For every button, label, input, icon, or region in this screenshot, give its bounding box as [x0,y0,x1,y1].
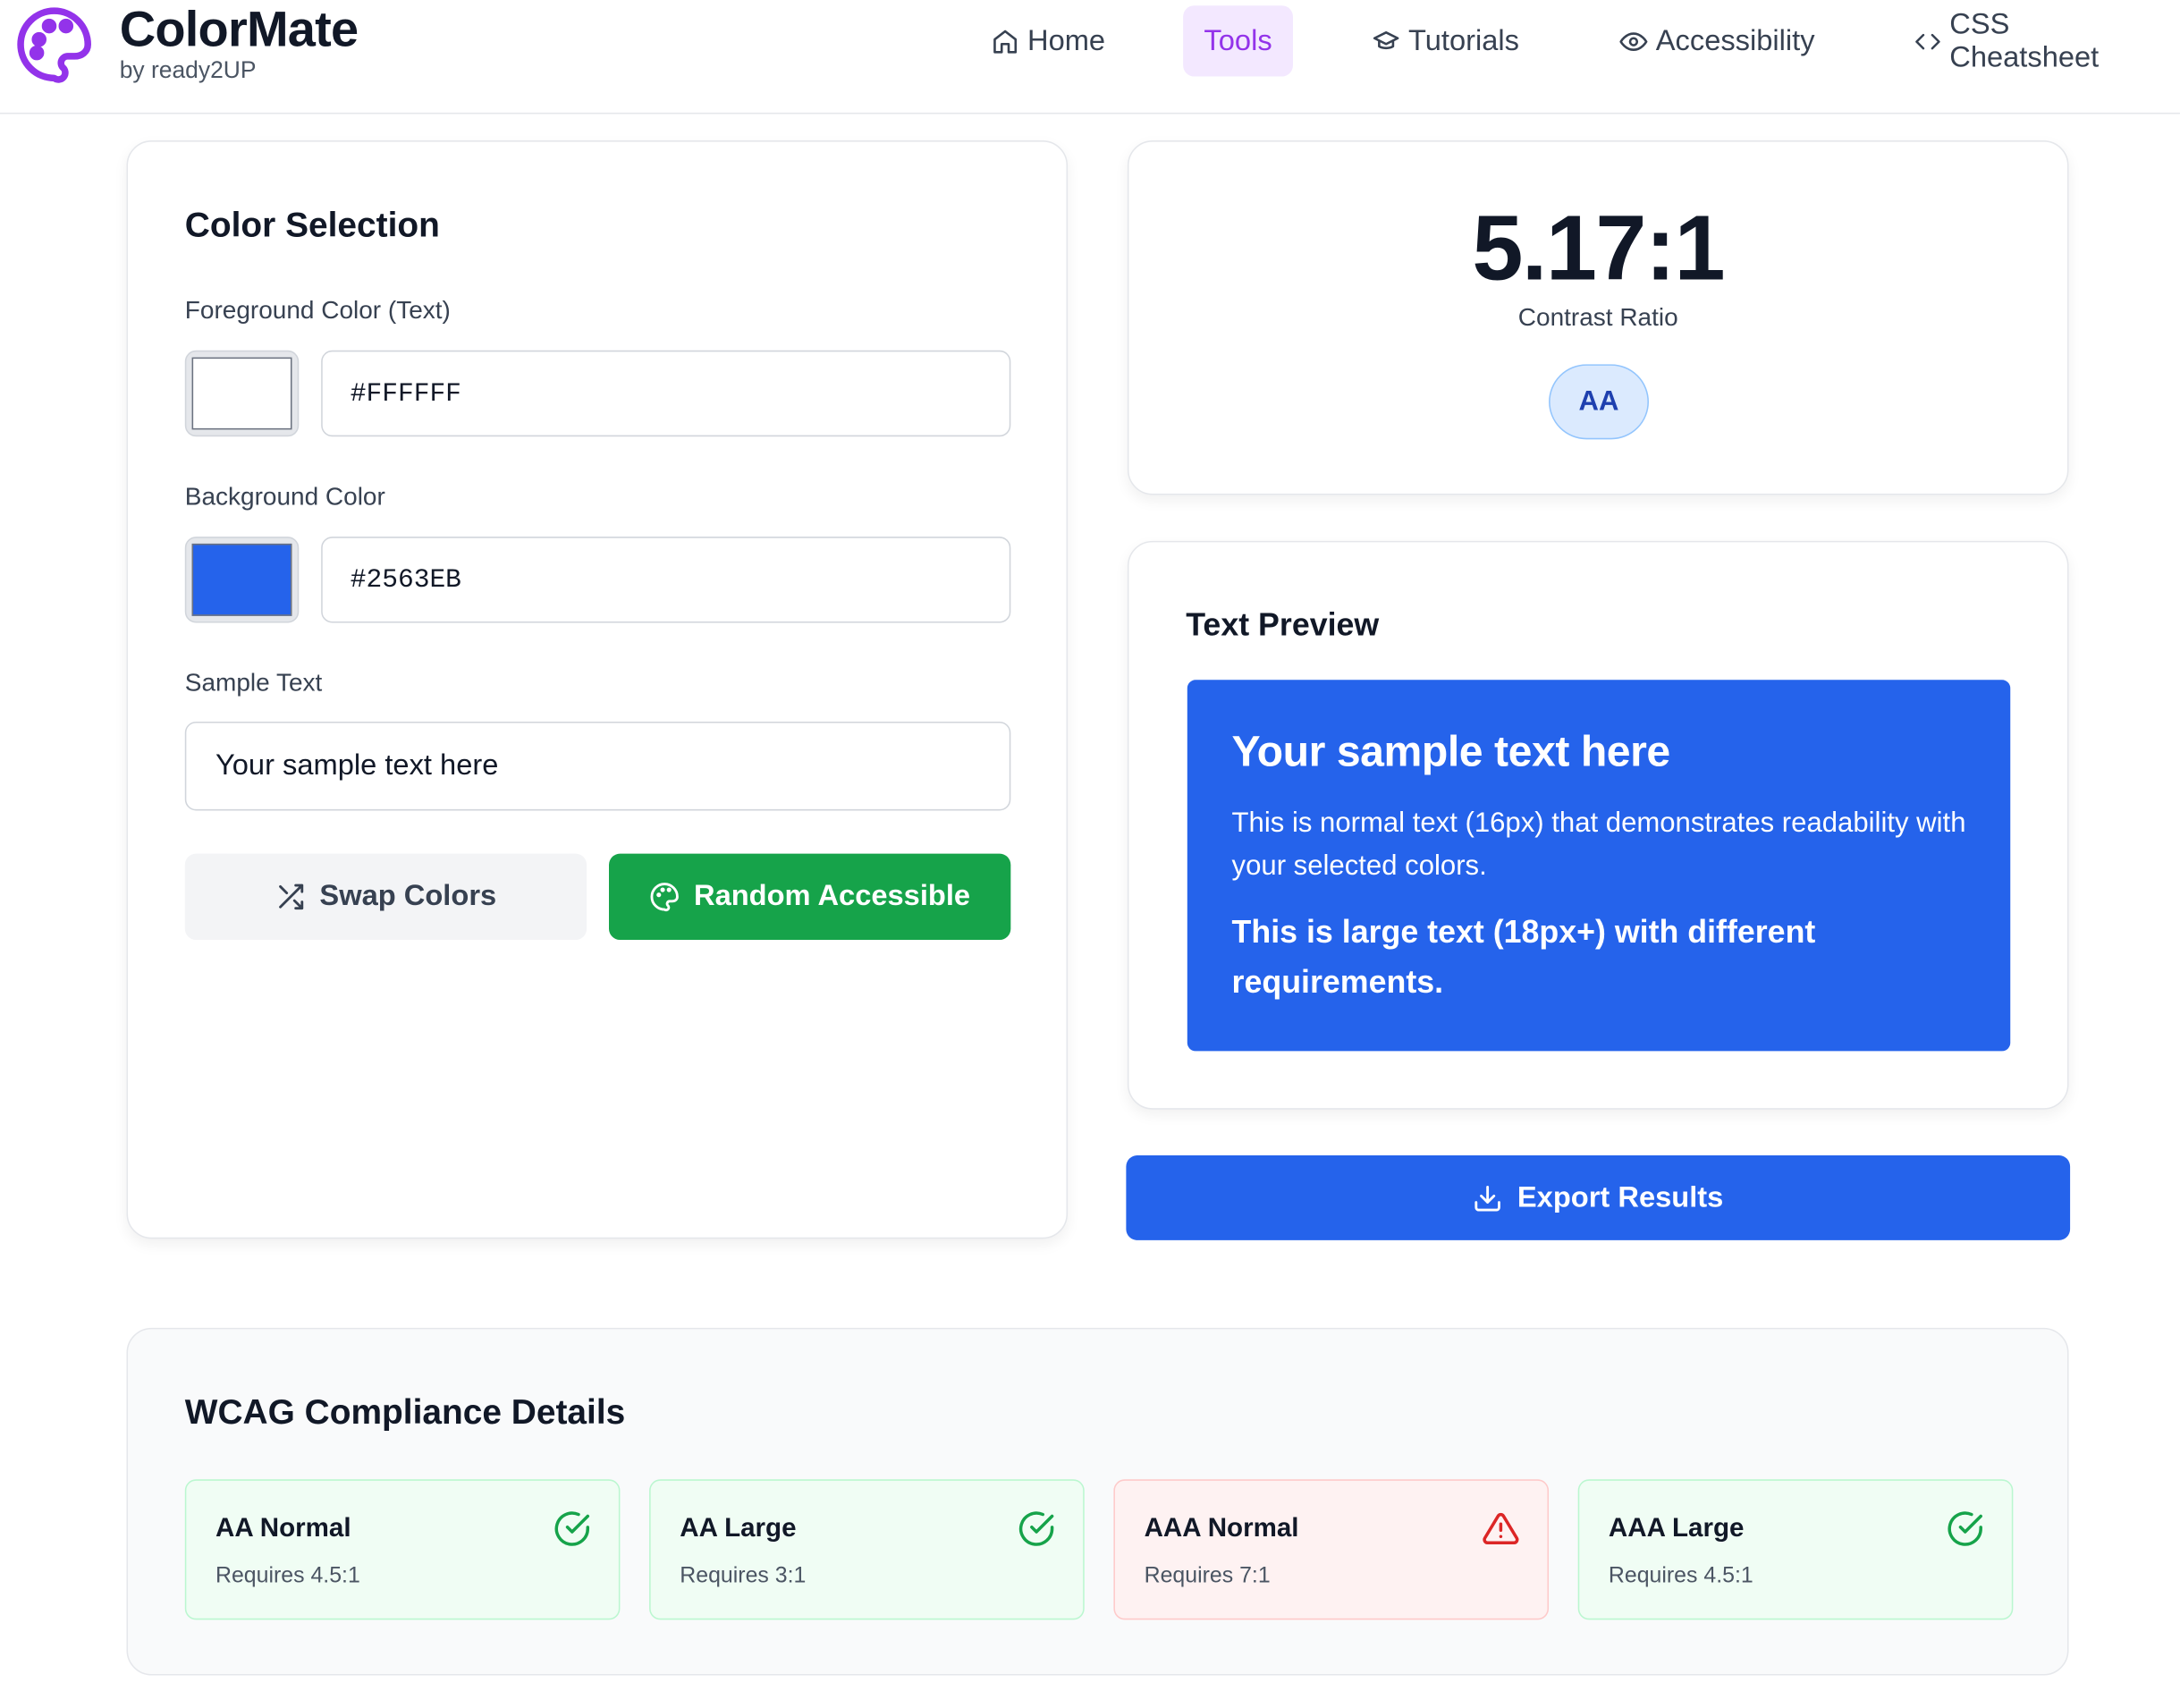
main-nav: Home Tools Tutorials Accessibility CSS C… [0,5,2180,77]
warning-triangle-icon [1483,1513,1519,1544]
check-circle-icon [1948,1511,1982,1546]
palette-icon [650,883,680,912]
foreground-hex-input[interactable]: #FFFFFF [321,350,1011,437]
wcag-item-title: AA Large [680,1514,797,1543]
text-preview-card: Text Preview Your sample text here This … [1127,540,2069,1110]
nav-css-cheatsheet-label: CSS Cheatsheet [1949,7,2100,73]
app-byline: by ready2UP [119,56,257,84]
wcag-item-requirement: Requires 4.5:1 [215,1564,360,1588]
check-circle-icon [554,1511,590,1546]
code-icon [1915,33,1940,49]
background-label: Background Color [184,482,385,511]
text-preview-title: Text Preview [1186,605,1380,643]
shuffle-icon [278,884,304,910]
wcag-item-aa-large: AA Large Requires 3:1 [649,1479,1085,1620]
wcag-title: WCAG Compliance Details [184,1392,626,1433]
app-name: ColorMate [119,0,359,57]
logo[interactable]: ColorMate by ready2UP [14,0,359,85]
nav-home[interactable]: Home [970,5,1126,76]
sample-text-label: Sample Text [184,668,323,697]
wcag-item-aa-normal: AA Normal Requires 4.5:1 [184,1479,621,1620]
preview-heading: Your sample text here [1231,727,1671,776]
wcag-compliance-card: WCAG Compliance Details AA Normal Requir… [126,1327,2069,1676]
sample-text-input[interactable]: Your sample text here [184,721,1011,811]
wcag-item-requirement: Requires 3:1 [680,1564,807,1588]
color-selection-title: Color Selection [184,206,440,245]
preview-box: Your sample text here This is normal tex… [1187,680,2011,1052]
wcag-item-requirement: Requires 7:1 [1144,1564,1271,1588]
download-icon [1474,1185,1501,1211]
export-results-label: Export Results [1517,1180,1724,1213]
nav-tools[interactable]: Tools [1183,5,1293,77]
export-results-button[interactable]: Export Results [1126,1155,2071,1240]
random-accessible-button[interactable]: Random Accessible [609,853,1011,941]
wcag-item-aaa-normal: AAA Normal Requires 7:1 [1113,1479,1550,1620]
random-accessible-label: Random Accessible [693,880,971,912]
swap-colors-label: Swap Colors [319,880,497,912]
contrast-ratio-value: 5.17:1 [1472,196,1725,300]
palette-icon [17,6,91,82]
wcag-item-title: AA Normal [215,1514,351,1543]
compliance-badge: AA [1549,364,1649,440]
wcag-item-title: AAA Normal [1144,1514,1299,1543]
wcag-item-aaa-large: AAA Large Requires 4.5:1 [1577,1479,2014,1620]
background-color-picker[interactable] [184,537,300,623]
preview-normal-text: This is normal text (16px) that demonstr… [1231,807,1966,882]
background-swatch [191,543,292,616]
nav-home-label: Home [1027,24,1106,56]
nav-tutorials-label: Tutorials [1408,24,1520,56]
color-selection-card: Color Selection Foreground Color (Text) … [126,140,1069,1239]
graduation-cap-icon [1373,30,1399,49]
nav-tools-label: Tools [1204,24,1272,56]
foreground-swatch [191,357,292,430]
check-circle-icon [1018,1511,1054,1546]
top-header: ColorMate by ready2UP Home Tools Tutoria… [0,0,2180,114]
contrast-ratio-label: Contrast Ratio [1517,302,1678,332]
preview-large-text: This is large text (18px+) with differen… [1231,913,1816,1000]
nav-css-cheatsheet[interactable]: CSS Cheatsheet [1894,5,2180,76]
wcag-item-requirement: Requires 4.5:1 [1608,1564,1753,1588]
swap-colors-button[interactable]: Swap Colors [184,853,587,941]
background-hex-input[interactable]: #2563EB [321,537,1011,623]
contrast-ratio-card: 5.17:1 Contrast Ratio AA [1127,140,2069,495]
foreground-color-picker[interactable] [184,350,300,437]
home-icon [993,29,1018,53]
eye-icon [1619,31,1648,51]
wcag-item-title: AAA Large [1608,1514,1745,1543]
foreground-label: Foreground Color (Text) [184,296,451,325]
nav-tutorials[interactable]: Tutorials [1351,5,1540,76]
nav-accessibility-label: Accessibility [1655,24,1815,56]
nav-accessibility[interactable]: Accessibility [1599,5,1836,76]
